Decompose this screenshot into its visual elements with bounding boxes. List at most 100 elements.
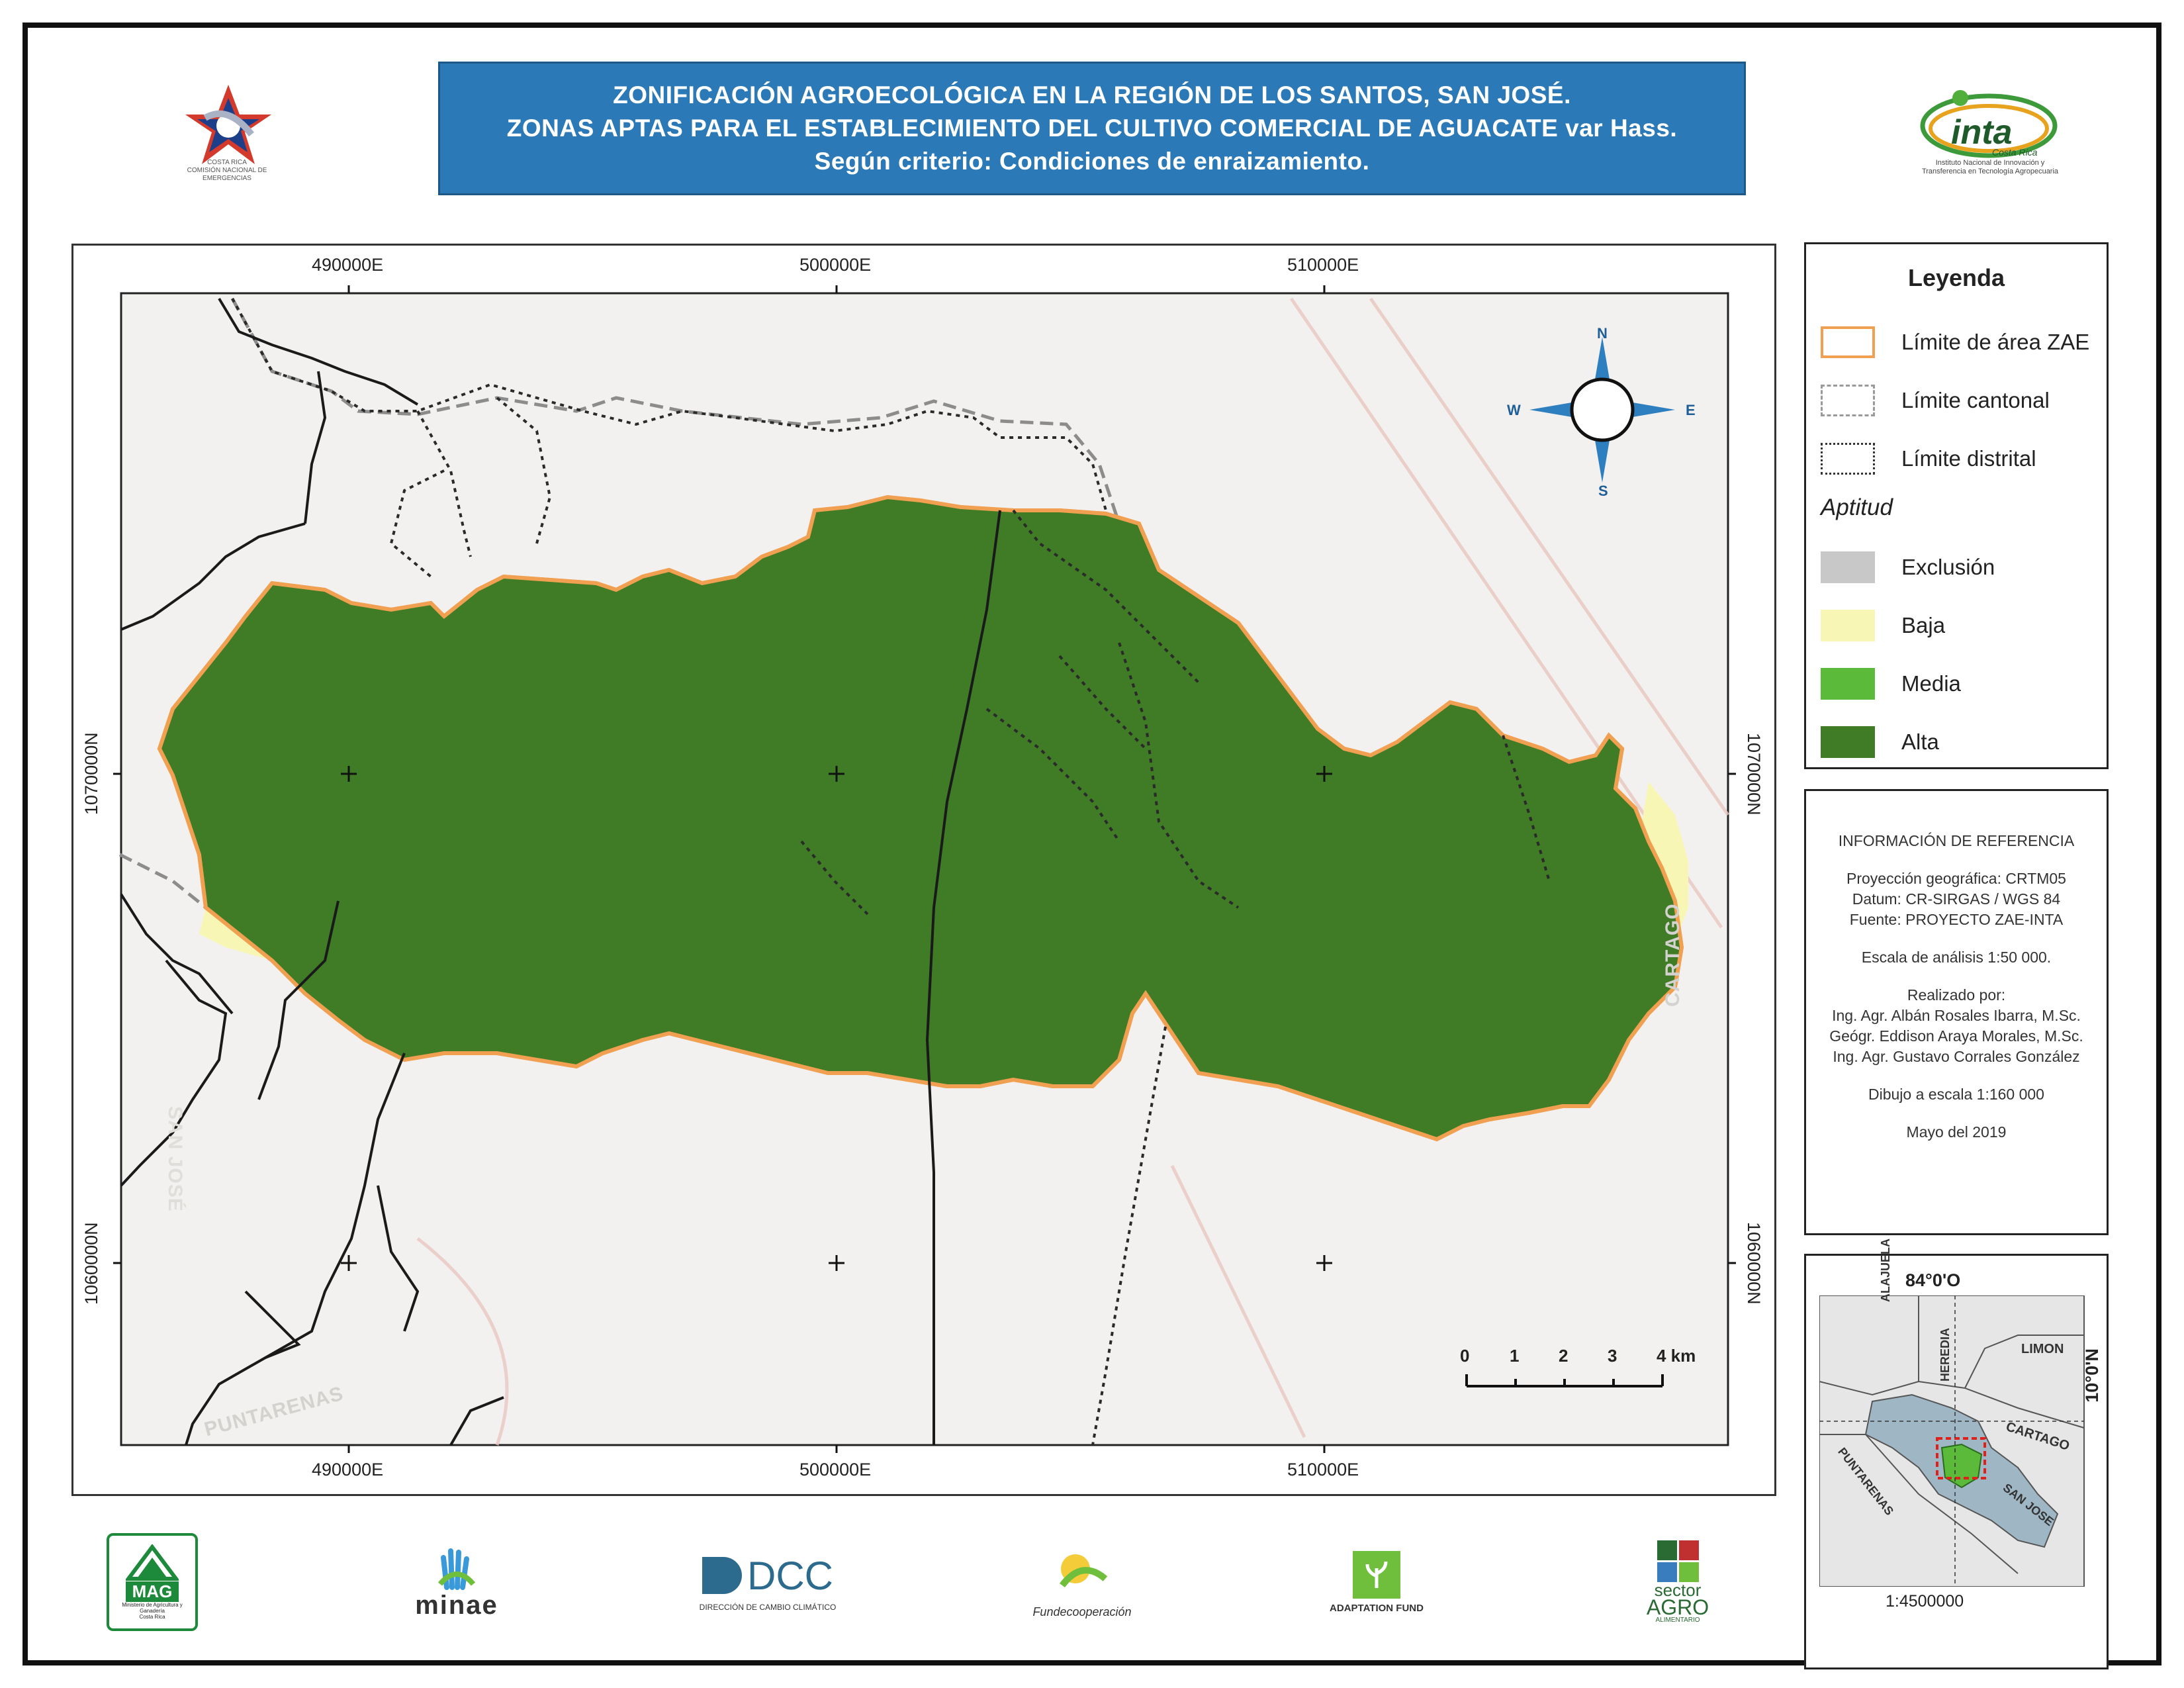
coord-bottom-2: 500000E [799, 1460, 872, 1479]
info-drawing-scale: Dibujo a escala 1:160 000 [1868, 1086, 2044, 1103]
legend-aptitud-title: Aptitud [1821, 494, 1893, 520]
legend: Leyenda Límite de área ZAE Límite canton… [1804, 242, 2109, 769]
locator-label-alajuela: ALAJUELA [1879, 1238, 1892, 1302]
swatch-media [1821, 668, 1875, 700]
coord-top-1: 490000E [312, 255, 384, 275]
sector-line3: ALIMENTARIO [1655, 1617, 1700, 1624]
dcc-wordmark: DCC [747, 1553, 833, 1598]
info-author-1: Ing. Agr. Albán Rosales Ibarra, M.Sc. [1832, 1007, 2081, 1024]
legend-label-baja: Baja [1901, 613, 1946, 637]
legend-item-baja: Baja [1821, 607, 1945, 644]
info-made-by: Realizado por: [1907, 986, 2006, 1004]
compass-w: W [1507, 402, 1521, 418]
map-frame: CARTAGO PUNTARENAS SAN JOSÉ N S E W 0 1 … [71, 244, 1776, 1496]
info-source: Fuente: PROYECTO ZAE-INTA [1849, 911, 2064, 928]
scale-bar [1465, 1374, 1664, 1387]
zae-aptitude-map [157, 494, 1688, 1142]
map-canvas [113, 285, 1736, 1453]
legend-label-media: Media [1901, 671, 1961, 696]
locator-label-heredia: HEREDIA [1938, 1327, 1952, 1382]
coord-bottom-1: 490000E [312, 1460, 384, 1479]
scale-tick-4: 4 km [1657, 1346, 1696, 1366]
inta-logo: inta Costa Rica [1913, 78, 2065, 177]
coord-left-1: 1070000N [81, 732, 101, 815]
sector-line2: AGRO [1646, 1595, 1709, 1619]
map-title: ZONIFICACIÓN AGROECOLÓGICA EN LA REGIÓN … [438, 62, 1746, 195]
locator-canvas [1819, 1295, 2085, 1587]
inta-wordmark: inta [1951, 113, 2013, 152]
page-border [23, 23, 2161, 1665]
inta-caption: Instituto Nacional de Innovación y Trans… [1921, 159, 2059, 175]
label-cartago: CARTAGO [1662, 903, 1684, 1007]
swatch-exclusion [1821, 551, 1875, 583]
coord-right-2: 1060000N [1744, 1222, 1764, 1305]
info-projection: Proyección geográfica: CRTM05 [1846, 870, 2066, 887]
mag-sub: Ministerio de Agricultura y Ganadería Co… [122, 1602, 183, 1620]
fundecooperacion-logo: Fundecooperación [1026, 1529, 1138, 1635]
cne-caption: COSTA RICA COMISIÓN NACIONAL DE EMERGENC… [187, 159, 267, 182]
sector-line1: sector [1654, 1580, 1702, 1600]
legend-item-exclusion: Exclusión [1821, 549, 1995, 586]
minae-logo: minae [384, 1529, 529, 1635]
district-lines-solid [120, 297, 1001, 1446]
info-author-2: Geógr. Eddison Araya Morales, M.Sc. [1829, 1027, 2083, 1045]
locator-longitude: 84°0'O [1905, 1270, 1961, 1290]
coord-left-2: 1060000N [81, 1222, 101, 1305]
minae-wordmark: minae [415, 1590, 498, 1620]
coord-right-1: 1070000N [1744, 733, 1764, 816]
scale-tick-1: 1 [1510, 1346, 1520, 1366]
legend-item-distrital: Límite distrital [1821, 440, 2036, 477]
title-line-1: ZONIFICACIÓN AGROECOLÓGICA EN LA REGIÓN … [613, 81, 1571, 109]
swatch-zae-limit [1821, 326, 1875, 358]
legend-item-zae: Límite de área ZAE [1821, 324, 2089, 361]
dcc-sub: DIRECCIÓN DE CAMBIO CLIMÁTICO [699, 1602, 837, 1612]
legend-item-cantonal: Límite cantonal [1821, 382, 2050, 419]
inta-sub: Costa Rica [1992, 147, 2038, 158]
adaptation-fund-logo: ADAPTATION FUND [1310, 1529, 1443, 1635]
swatch-baja [1821, 610, 1875, 641]
legend-label-zae: Límite de área ZAE [1901, 330, 2090, 354]
info-analysis-scale: Escala de análisis 1:50 000. [1861, 949, 2052, 966]
compass-s: S [1598, 483, 1608, 499]
legend-item-media: Media [1821, 665, 1961, 702]
legend-label-exclusion: Exclusión [1901, 555, 1995, 579]
legend-label-cantonal: Límite cantonal [1901, 388, 2050, 412]
cne-logo [179, 78, 278, 177]
grid-crosses [341, 766, 1332, 1271]
coord-top-2: 500000E [799, 255, 872, 275]
mag-wordmark: MAG [125, 1581, 179, 1602]
locator-label-limon: LIMON [2021, 1342, 2064, 1356]
legend-item-alta: Alta [1821, 724, 1939, 761]
info-date: Mayo del 2019 [1906, 1123, 2007, 1141]
dcc-logo: DCC DIRECCIÓN DE CAMBIO CLIMÁTICO [688, 1529, 847, 1635]
title-line-2: ZONAS APTAS PARA EL ESTABLECIMIENTO DEL … [506, 115, 1678, 142]
district-boundaries [231, 298, 1551, 1446]
scale-tick-2: 2 [1559, 1346, 1569, 1366]
title-line-3: Según criterio: Condiciones de enraizami… [814, 148, 1370, 175]
scale-tick-3: 3 [1608, 1346, 1617, 1366]
coord-bottom-3: 510000E [1287, 1460, 1359, 1479]
swatch-cantonal-limit [1821, 385, 1875, 416]
fundeco-wordmark: Fundecooperación [1032, 1605, 1132, 1618]
adaptation-wordmark: ADAPTATION FUND [1330, 1602, 1424, 1614]
info-heading: INFORMACIÓN DE REFERENCIA [1838, 832, 2075, 849]
swatch-alta [1821, 726, 1875, 758]
label-san-jose: SAN JOSÉ [164, 1106, 186, 1212]
locator-scale: 1:4500000 [1886, 1592, 1964, 1611]
legend-label-distrital: Límite distrital [1901, 446, 2036, 471]
mag-logo: MAG Ministerio de Agricultura y Ganaderí… [106, 1529, 199, 1635]
legend-label-alta: Alta [1901, 729, 1939, 754]
north-arrow [1529, 337, 1675, 483]
coord-top-3: 510000E [1287, 255, 1359, 275]
scale-tick-0: 0 [1460, 1346, 1470, 1366]
locator-map: 84°0'O 10°0'N ALAJUELA HEREDIA LIMON CAR… [1804, 1239, 2109, 1669]
info-author-3: Ing. Agr. Gustavo Corrales González [1833, 1048, 2080, 1065]
compass-e: E [1686, 402, 1696, 418]
legend-title: Leyenda [1907, 264, 2005, 291]
compass-n: N [1597, 325, 1608, 342]
info-datum: Datum: CR-SIRGAS / WGS 84 [1852, 890, 2061, 908]
reference-info: INFORMACIÓN DE REFERENCIA Proyección geo… [1804, 789, 2109, 1235]
sector-agro-logo: sector AGRO ALIMENTARIO [1635, 1529, 1721, 1635]
neatline-ticks [113, 285, 1736, 1453]
swatch-district-limit [1821, 443, 1875, 475]
